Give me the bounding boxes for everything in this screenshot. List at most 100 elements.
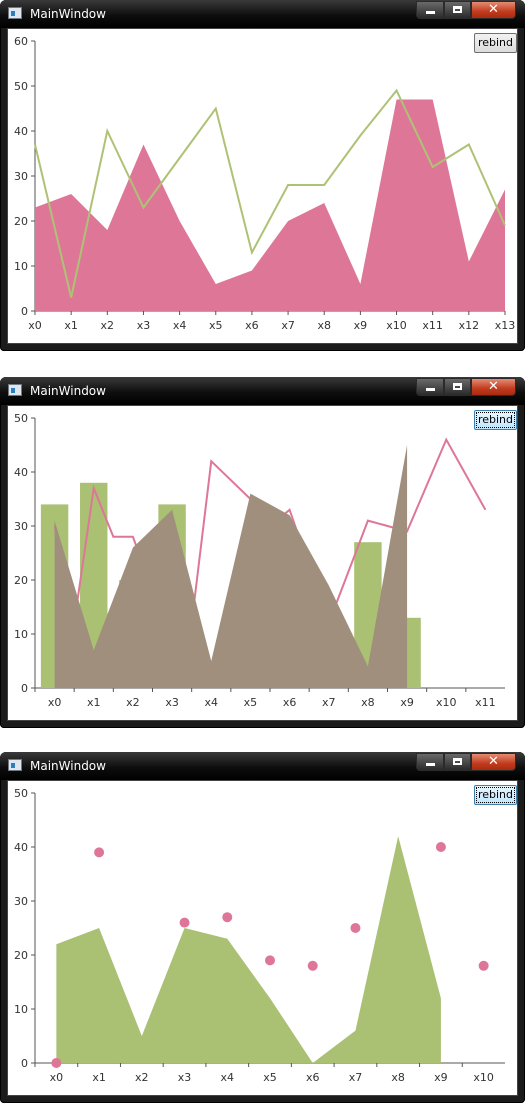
y-tick-label: 30 <box>14 170 28 183</box>
scatter-point <box>180 918 190 928</box>
x-tick-label: x5 <box>209 319 223 332</box>
x-tick-label: x6 <box>283 696 297 709</box>
scatter-point <box>350 923 360 933</box>
scatter-point <box>436 842 446 852</box>
y-tick-label: 40 <box>14 841 28 854</box>
x-tick-label: x2 <box>101 319 115 332</box>
y-tick-label: 40 <box>14 466 28 479</box>
rebind-button[interactable]: rebind <box>474 785 517 805</box>
close-button[interactable]: ✕ <box>471 378 516 396</box>
x-tick-label: x4 <box>173 319 187 332</box>
x-tick-label: x0 <box>50 1071 64 1084</box>
main-window-3: MainWindow ✕ 0 10 20 30 40 50 x0 x1 x2 x3 x4 x5 x6 x7… <box>0 752 525 1103</box>
title-bar[interactable]: MainWindow ✕ <box>0 377 525 405</box>
x-tick-label: x10 <box>386 319 407 332</box>
x-tick-label: x10 <box>436 696 457 709</box>
x-tick-label: x2 <box>135 1071 149 1084</box>
y-tick-label: 10 <box>14 260 28 273</box>
main-window-2: MainWindow ✕ 0 10 20 30 40 50 x0 x1 x2 x3 x4 x5 x6 x7… <box>0 377 525 728</box>
x-tick-label: x7 <box>349 1071 363 1084</box>
x-tick-label: x10 <box>473 1071 494 1084</box>
x-tick-label: x1 <box>87 696 101 709</box>
client-area: 0 10 20 30 40 50 60 x0 x1 x2 x3 x4 x5 x6 x7 x8 x9 x10 x11 x… <box>7 28 518 344</box>
y-tick-label: 50 <box>14 80 28 93</box>
x-tick-label: x6 <box>245 319 259 332</box>
x-tick-label: x3 <box>178 1071 192 1084</box>
x-tick-label: x4 <box>204 696 218 709</box>
maximize-button[interactable] <box>444 378 471 396</box>
y-tick-label: 60 <box>14 35 28 48</box>
close-icon: ✕ <box>472 3 515 17</box>
x-tick-label: x9 <box>400 696 414 709</box>
y-tick-label: 40 <box>14 125 28 138</box>
scatter-point <box>222 912 232 922</box>
y-tick-label: 30 <box>14 520 28 533</box>
y-tick-label: 50 <box>14 787 28 800</box>
app-icon <box>8 759 22 771</box>
scatter-point <box>51 1058 61 1068</box>
scatter-point <box>94 847 104 857</box>
x-tick-label: x11 <box>422 319 443 332</box>
y-tick-label: 20 <box>14 949 28 962</box>
x-tick-label: x7 <box>322 696 336 709</box>
minimize-button[interactable] <box>416 378 444 396</box>
app-icon <box>8 384 22 396</box>
x-tick-label: x1 <box>64 319 78 332</box>
scatter-point <box>308 961 318 971</box>
title-bar[interactable]: MainWindow ✕ <box>0 752 525 780</box>
area-series <box>56 836 441 1063</box>
client-area: 0 10 20 30 40 50 x0 x1 x2 x3 x4 x5 x6 x7 x8 x9 x10 rebin… <box>7 780 518 1096</box>
maximize-button[interactable] <box>444 1 471 19</box>
x-tick-label: x1 <box>92 1071 106 1084</box>
scatter-chart: 0 10 20 30 40 50 x0 x1 x2 x3 x4 x5 x6 x7 x8 x9 x10 <box>8 781 517 1095</box>
area-chart: 0 10 20 30 40 50 60 x0 x1 x2 x3 x4 x5 x6 x7 x8 x9 x10 x11 x… <box>8 29 517 343</box>
rebind-button[interactable]: rebind <box>474 33 517 53</box>
x-tick-label: x12 <box>459 319 480 332</box>
x-tick-label: x9 <box>354 319 368 332</box>
y-tick-label: 10 <box>14 628 28 641</box>
window-title: MainWindow <box>30 7 106 21</box>
x-tick-label: x13 <box>495 319 516 332</box>
minimize-button[interactable] <box>416 1 444 19</box>
title-bar[interactable]: MainWindow ✕ <box>0 0 525 28</box>
close-icon: ✕ <box>472 380 515 394</box>
window-title: MainWindow <box>30 384 106 398</box>
y-tick-label: 20 <box>14 215 28 228</box>
maximize-button[interactable] <box>444 753 471 771</box>
close-icon: ✕ <box>472 755 515 769</box>
x-tick-label: x3 <box>165 696 179 709</box>
window-title: MainWindow <box>30 759 106 773</box>
close-button[interactable]: ✕ <box>471 1 516 19</box>
y-tick-label: 10 <box>14 1003 28 1016</box>
x-tick-label: x5 <box>263 1071 277 1084</box>
main-window-1: MainWindow ✕ 0 10 20 30 40 50 60 x0 x1 x2 x3 x4 x5 x6… <box>0 0 525 351</box>
x-tick-label: x8 <box>391 1071 405 1084</box>
x-tick-label: x8 <box>317 319 331 332</box>
y-tick-label: 0 <box>21 1057 28 1070</box>
x-tick-label: x0 <box>48 696 62 709</box>
x-tick-label: x5 <box>244 696 258 709</box>
x-tick-label: x8 <box>361 696 375 709</box>
minimize-button[interactable] <box>416 753 444 771</box>
close-button[interactable]: ✕ <box>471 753 516 771</box>
scatter-point <box>479 961 489 971</box>
x-tick-label: x7 <box>281 319 295 332</box>
x-tick-label: x6 <box>306 1071 320 1084</box>
x-tick-label: x0 <box>28 319 42 332</box>
area-series <box>35 100 505 312</box>
y-tick-label: 0 <box>21 305 28 318</box>
rebind-button[interactable]: rebind <box>474 410 517 430</box>
y-tick-label: 20 <box>14 574 28 587</box>
y-tick-label: 30 <box>14 895 28 908</box>
bar-chart: 0 10 20 30 40 50 x0 x1 x2 x3 x4 x5 x6 x7 x8 x9 x10 x11 <box>8 406 517 720</box>
x-tick-label: x3 <box>137 319 151 332</box>
x-tick-label: x2 <box>126 696 140 709</box>
y-tick-label: 0 <box>21 682 28 695</box>
client-area: 0 10 20 30 40 50 x0 x1 x2 x3 x4 x5 x6 x7 x8 x9 x10 x11 re… <box>7 405 518 721</box>
x-tick-label: x4 <box>221 1071 235 1084</box>
x-tick-label: x9 <box>434 1071 448 1084</box>
app-icon <box>8 7 22 19</box>
y-tick-label: 50 <box>14 412 28 425</box>
x-tick-label: x11 <box>475 696 496 709</box>
scatter-point <box>265 955 275 965</box>
